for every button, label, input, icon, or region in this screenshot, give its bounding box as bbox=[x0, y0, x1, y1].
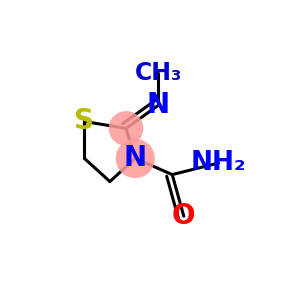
Text: O: O bbox=[172, 202, 196, 230]
Circle shape bbox=[109, 111, 143, 146]
Text: S: S bbox=[74, 107, 94, 136]
Circle shape bbox=[116, 139, 155, 178]
Text: N: N bbox=[124, 144, 147, 172]
Text: CH₃: CH₃ bbox=[135, 61, 182, 85]
Text: NH₂: NH₂ bbox=[191, 150, 246, 176]
Text: N: N bbox=[147, 91, 170, 119]
